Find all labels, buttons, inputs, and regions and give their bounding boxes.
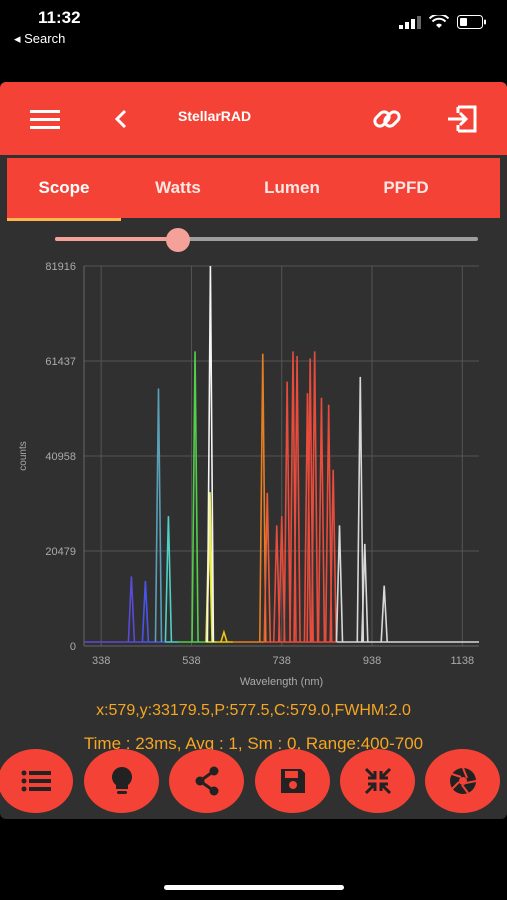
menu-button[interactable] (20, 82, 70, 155)
spectrum-peak (127, 576, 136, 643)
spectrum-peak (335, 525, 344, 643)
spectrum-peak (154, 388, 163, 643)
save-icon (280, 769, 305, 793)
exit-button[interactable] (437, 82, 487, 155)
x-tick-label: 538 (182, 655, 200, 667)
link-button[interactable] (362, 82, 412, 155)
spectrum-peak (263, 492, 272, 643)
signal-icon (399, 16, 421, 29)
spectrum-peak (277, 516, 286, 643)
spectrum-peak (329, 469, 337, 643)
save-button[interactable] (255, 749, 330, 813)
spectrum-peak (141, 581, 150, 643)
link-icon (373, 109, 401, 128)
app-window: StellarRAD Scope Watts Lumen PPFD 0 20479… (0, 82, 507, 819)
spectrum-peak (310, 351, 319, 643)
slider-thumb[interactable] (165, 228, 190, 252)
share-icon (195, 766, 218, 796)
slider-fill (55, 237, 178, 241)
spectrum-peak (206, 265, 215, 643)
settings-readout: Time : 23ms, Avg : 1, Sm : 0, Range:400-… (83, 734, 424, 753)
back-to-search-link[interactable]: ◂ Search (14, 31, 66, 46)
spectrum-peak (293, 356, 301, 643)
bulb-icon (111, 767, 132, 794)
spectrum-chart[interactable]: 0 20479 40958 61437 81916 338 538 738 938 1138 Wav… (14, 260, 494, 692)
active-tab-indicator (7, 218, 121, 221)
x-axis-label: Wavelength (nm) (240, 676, 323, 688)
slider-track (55, 237, 478, 241)
spectrum-peak (258, 353, 267, 643)
tab-lumen[interactable]: Lumen (264, 178, 320, 197)
spectrum-peak (164, 516, 173, 643)
action-bar (0, 746, 507, 816)
battery-icon (457, 15, 486, 29)
bulb-button[interactable] (84, 749, 159, 813)
back-button[interactable] (96, 82, 146, 155)
tab-bar: Scope Watts Lumen PPFD (7, 158, 500, 221)
spectrum-peak (220, 629, 228, 643)
tab-watts[interactable]: Watts (155, 178, 201, 197)
spectrum-peak (272, 525, 281, 643)
aperture-button[interactable] (425, 749, 500, 813)
wifi-icon (429, 15, 449, 28)
status-bar: 11:32 ◂ Search (0, 0, 507, 60)
spectrum-peak (283, 381, 291, 643)
spectrum-peak (303, 393, 312, 643)
app-title: StellarRAD (178, 108, 252, 124)
x-tick-label: 338 (92, 655, 110, 667)
spectrum-peak (191, 351, 199, 643)
spectrum-peak (360, 543, 369, 643)
tab-ppfd[interactable]: PPFD (383, 178, 429, 197)
y-tick-label: 40958 (45, 451, 76, 463)
exit-icon (448, 105, 477, 132)
status-icons (399, 15, 487, 29)
menu-icon (30, 109, 60, 129)
exposure-slider[interactable] (55, 228, 478, 252)
y-tick-label: 61437 (45, 356, 76, 368)
back-icon (114, 109, 127, 128)
y-tick-label: 81916 (45, 261, 76, 273)
list-button[interactable] (0, 749, 73, 813)
y-tick-label: 0 (70, 641, 76, 653)
home-indicator (164, 885, 344, 890)
x-tick-label: 738 (273, 655, 291, 667)
toolbar: StellarRAD (0, 82, 507, 155)
cursor-readout: x:579,y:33179.5,P:577.5,C:579.0,FWHM:2.0 (96, 702, 411, 719)
x-tick-label: 938 (363, 655, 381, 667)
spectrum-peak (324, 404, 333, 643)
list-icon (21, 770, 51, 792)
tab-scope[interactable]: Scope (38, 178, 90, 197)
collapse-button[interactable] (340, 749, 415, 813)
spectrum-peak (380, 585, 388, 643)
y-axis-label: counts (18, 441, 29, 470)
x-tick-label: 1138 (450, 655, 474, 667)
spectrum-peak (356, 376, 365, 643)
share-button[interactable] (169, 749, 244, 813)
collapse-icon (364, 767, 391, 795)
y-tick-label: 20479 (45, 546, 76, 558)
aperture-icon (449, 767, 476, 794)
status-time: 11:32 (38, 8, 81, 27)
spectrum-peak (317, 397, 326, 643)
